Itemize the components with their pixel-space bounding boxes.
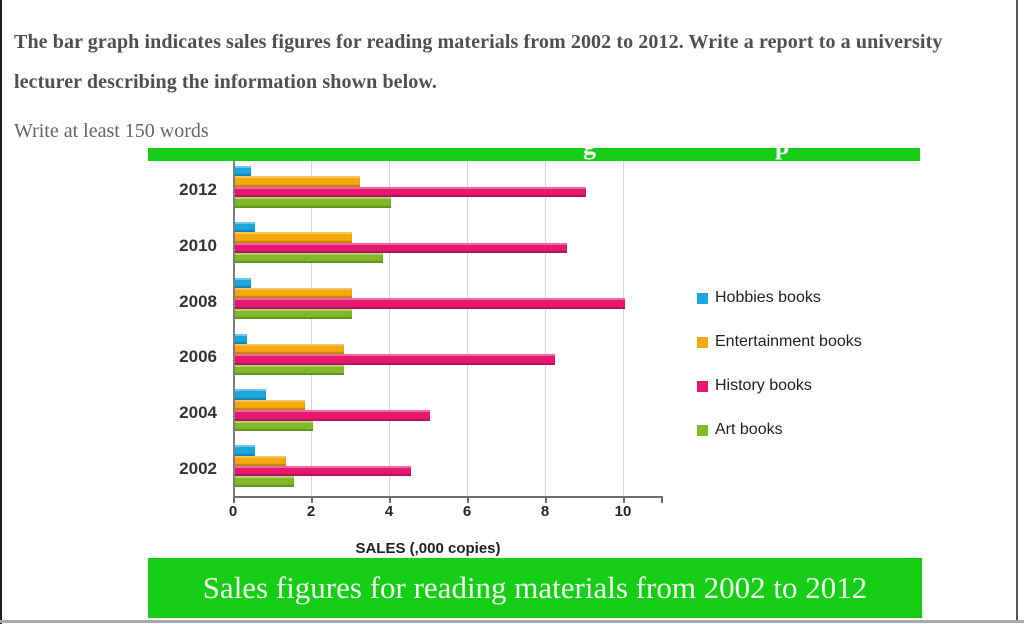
year-label-2006: 2006 bbox=[179, 347, 217, 367]
bar-2010-entertainment-books bbox=[235, 232, 352, 243]
top-banner-clipped-title: g p bbox=[148, 148, 920, 161]
legend-swatch-icon bbox=[697, 336, 708, 348]
tick-4 bbox=[389, 498, 391, 503]
year-label-2002: 2002 bbox=[179, 459, 217, 479]
tick-label-10: 10 bbox=[614, 503, 632, 520]
legend-label: Art books bbox=[715, 421, 783, 438]
year-label-2008: 2008 bbox=[179, 291, 217, 311]
clipped-letter-fragment-p: p bbox=[775, 148, 789, 161]
bar-2004-art-books bbox=[235, 420, 313, 431]
gridline-2 bbox=[311, 161, 312, 496]
x-axis-tick-labels: 0 2 4 6 8 10 bbox=[229, 503, 663, 525]
bottom-border-line bbox=[0, 620, 1024, 623]
bar-2006-history-books bbox=[235, 354, 555, 365]
bar-2004-hobbies-books bbox=[235, 389, 267, 400]
tick-label-2: 2 bbox=[306, 503, 316, 520]
chart-legend: Hobbies books Entertainment books History … bbox=[697, 289, 862, 465]
bar-2002-art-books bbox=[235, 476, 294, 487]
bar-2010-art-books bbox=[235, 253, 384, 264]
bar-2002-entertainment-books bbox=[235, 455, 286, 466]
bar-2012-entertainment-books bbox=[235, 176, 360, 187]
bar-2010-hobbies-books bbox=[235, 221, 255, 233]
bar-2012-history-books bbox=[235, 186, 586, 198]
legend-swatch-icon bbox=[697, 424, 708, 436]
legend-label: Entertainment books bbox=[715, 333, 862, 350]
left-border-line bbox=[0, 0, 2, 624]
tick-label-0: 0 bbox=[228, 503, 238, 520]
bar-2002-hobbies-books bbox=[235, 445, 255, 456]
right-border-line bbox=[1016, 0, 1018, 620]
bar-2012-art-books bbox=[235, 197, 391, 208]
gridline-8 bbox=[545, 161, 546, 496]
tick-2 bbox=[311, 498, 313, 503]
bar-2008-entertainment-books bbox=[235, 288, 352, 299]
task-prompt-text: The bar graph indicates sales figures fo… bbox=[14, 31, 943, 93]
legend-swatch-icon bbox=[697, 292, 708, 304]
legend-item-history-books: History books bbox=[697, 377, 862, 395]
clipped-letter-fragment-g: g bbox=[583, 148, 596, 161]
x-axis-ticks bbox=[233, 496, 663, 504]
legend-item-entertainment-books: Entertainment books bbox=[697, 333, 862, 351]
bar-2012-hobbies-books bbox=[235, 166, 251, 177]
word-count-note: Write at least 150 words bbox=[14, 120, 209, 142]
bar-2006-hobbies-books bbox=[235, 333, 247, 344]
legend-item-hobbies-books: Hobbies books bbox=[697, 289, 862, 307]
bar-2006-entertainment-books bbox=[235, 343, 345, 355]
tick-0 bbox=[233, 498, 235, 503]
bar-2008-art-books bbox=[235, 308, 352, 320]
gridline-10 bbox=[623, 161, 624, 496]
bar-2004-entertainment-books bbox=[235, 399, 306, 411]
chart-title-text: Sales figures for reading materials from… bbox=[202, 570, 868, 605]
tick-8 bbox=[545, 498, 547, 503]
legend-item-art-books: Art books bbox=[697, 421, 862, 439]
tick-label-8: 8 bbox=[540, 503, 550, 520]
bar-2008-hobbies-books bbox=[235, 277, 251, 289]
bar-2004-history-books bbox=[235, 410, 430, 421]
bar-2008-history-books bbox=[235, 298, 625, 309]
gridline-6 bbox=[467, 161, 468, 496]
year-label-2012: 2012 bbox=[179, 179, 217, 199]
year-label-2004: 2004 bbox=[179, 403, 217, 423]
legend-swatch-icon bbox=[697, 380, 708, 392]
bar-2010-history-books bbox=[235, 242, 567, 254]
x-axis-title: SALES (,000 copies) bbox=[355, 540, 501, 557]
tick-axis-end bbox=[661, 498, 663, 503]
tick-label-6: 6 bbox=[462, 503, 472, 520]
gridline-4 bbox=[389, 161, 390, 496]
year-label-2010: 2010 bbox=[179, 235, 217, 255]
tick-6 bbox=[467, 498, 469, 503]
x-axis-line bbox=[233, 496, 663, 498]
chart-title-banner: Sales figures for reading materials from… bbox=[148, 558, 922, 618]
y-axis-year-labels: 2012 2010 2008 2006 2004 2002 bbox=[148, 161, 225, 496]
bar-2002-history-books bbox=[235, 465, 411, 477]
legend-label: History books bbox=[715, 377, 812, 394]
legend-label: Hobbies books bbox=[715, 289, 821, 306]
tick-label-4: 4 bbox=[384, 503, 394, 520]
tick-10 bbox=[623, 498, 625, 503]
y-axis-line bbox=[233, 161, 235, 496]
bar-2006-art-books bbox=[235, 364, 345, 376]
plot-area bbox=[233, 161, 625, 496]
